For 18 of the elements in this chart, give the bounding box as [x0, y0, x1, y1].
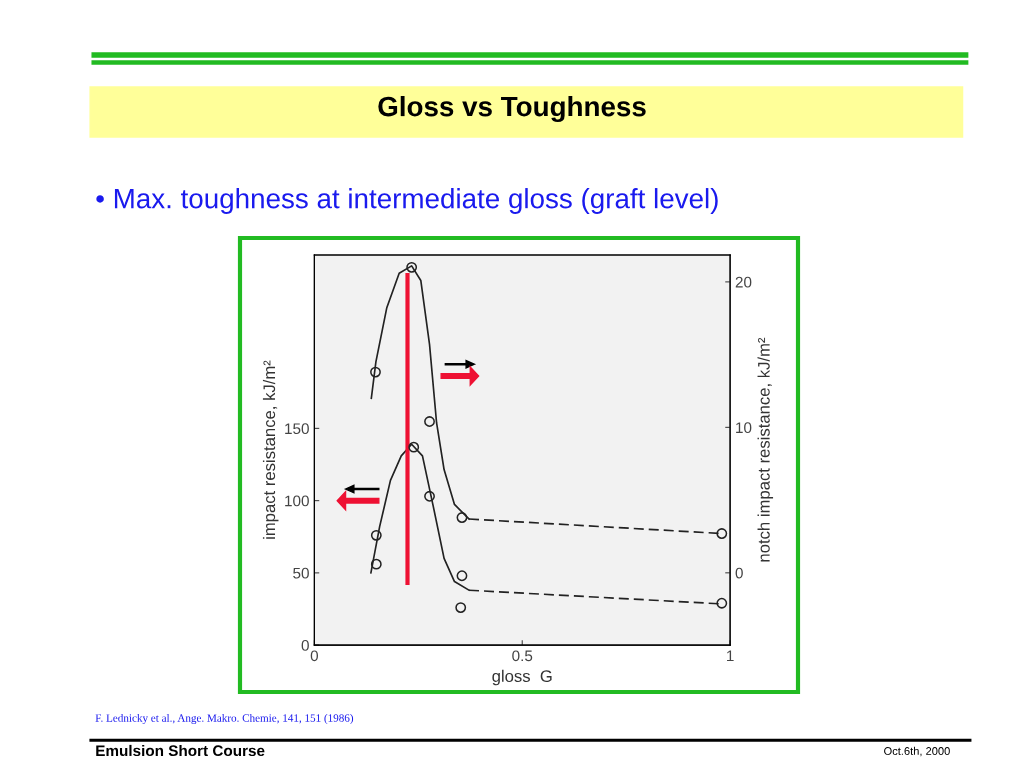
text: F. Lednicky et al., Ange. Makro. Chemie, 141, 151 (1986) — [95, 713, 354, 725]
x-tick-label: 0 — [310, 650, 319, 662]
chart-subtitle: • Max. toughness at intermediate gloss (graft level) — [96, 188, 718, 214]
x-tick-label: 0.5 — [512, 650, 533, 662]
y2-tick-label: 0 — [735, 567, 743, 579]
y-tick-label: 150 — [285, 423, 309, 435]
x-tick-label: 1 — [727, 650, 734, 662]
y-tick-label: 50 — [293, 567, 309, 579]
text: Emulsion Short Course — [96, 744, 265, 757]
y2-axis-title: notch impact resistance, kJ/m² — [757, 337, 774, 562]
y2-tick-label: 20 — [735, 276, 752, 288]
chart-title: Gloss vs Toughness — [378, 95, 646, 123]
text: Oct.6th, 2000 — [884, 746, 950, 757]
y-tick-label: 0 — [301, 639, 309, 651]
y-axis-title: impact resistance, kJ/m² — [262, 360, 279, 539]
x-axis-title: gloss G — [492, 669, 552, 686]
y2-tick-label: 10 — [736, 422, 752, 434]
y-tick-label: 100 — [285, 495, 309, 507]
